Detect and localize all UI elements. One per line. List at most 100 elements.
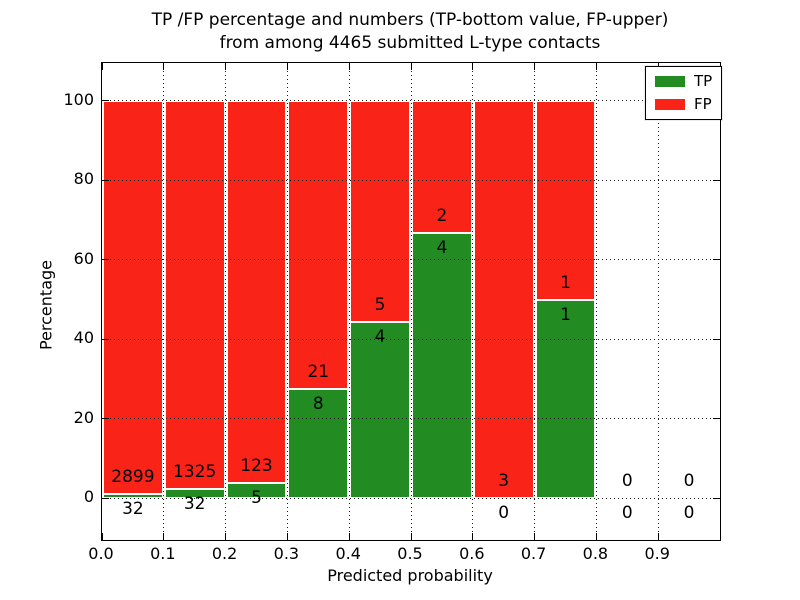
- y-tick-mark: [713, 259, 720, 261]
- x-tick-mark: [534, 63, 536, 70]
- bar-fp-segment: [288, 100, 349, 389]
- legend-label-fp: FP: [694, 95, 712, 113]
- chart-title: TP /FP percentage and numbers (TP-bottom…: [151, 10, 669, 30]
- x-tick-mark: [286, 533, 288, 540]
- annotation-tp-count: 5: [251, 487, 262, 508]
- x-tick-label: 0.9: [644, 544, 670, 563]
- x-tick-mark: [225, 63, 227, 70]
- annotation-tp-count: 1: [560, 304, 571, 325]
- y-tick-label: 60: [73, 248, 94, 268]
- x-tick-mark: [472, 533, 474, 540]
- annotation-fp-count: 2: [436, 206, 448, 227]
- chart-subtitle: from among 4465 submitted L-type contact…: [219, 33, 601, 53]
- bar-tp-segment: [164, 488, 225, 499]
- x-tick-mark: [348, 533, 350, 540]
- bar-tp-segment: [412, 233, 472, 499]
- x-gridline: [472, 63, 474, 540]
- x-tick-mark: [163, 533, 165, 540]
- annotation-fp-count: 1325: [173, 461, 217, 482]
- x-gridline: [348, 63, 350, 540]
- annotation-fp-count: 5: [374, 294, 386, 315]
- annotation-tp-count: 32: [183, 493, 206, 514]
- x-tick-label: 0.4: [335, 544, 361, 563]
- annotation-tp-count: 0: [621, 503, 633, 524]
- bar-tp-segment: [535, 299, 596, 499]
- legend-entry-tp: TP: [655, 74, 712, 89]
- x-tick-label: 0.0: [88, 544, 114, 563]
- legend-label-tp: TP: [694, 72, 713, 90]
- x-tick-mark: [472, 63, 474, 70]
- bar-fp-segment: [473, 100, 534, 499]
- plot-area: 2899 32 1325 32 123 5 21 8 5 4 2 4 3 0 1 1 0 0 0 0: [101, 62, 721, 541]
- x-tick-label: 0.5: [397, 544, 423, 563]
- bar-fp-segment: [350, 100, 410, 322]
- bar-fp-segment: [164, 100, 225, 489]
- y-tick-mark: [102, 179, 109, 181]
- x-tick-mark: [225, 533, 227, 540]
- x-tick-mark: [534, 533, 536, 540]
- y-tick-label: 20: [73, 407, 94, 427]
- annotation-fp-count: 3: [498, 471, 510, 492]
- annotation-tp-count: 4: [436, 238, 448, 259]
- x-tick-mark: [595, 63, 597, 70]
- x-gridline: [657, 63, 659, 540]
- y-tick-mark: [713, 338, 720, 340]
- annotation-tp-count: 0: [683, 503, 695, 524]
- y-tick-label: 100: [63, 89, 94, 109]
- annotation-tp-count: 4: [374, 326, 386, 347]
- x-tick-mark: [410, 533, 412, 540]
- y-tick-label: 40: [73, 328, 94, 348]
- annotation-tp-count: 0: [498, 503, 510, 524]
- bar-fp-segment: [412, 100, 472, 234]
- annotation-fp-count: 123: [240, 455, 273, 476]
- x-tick-label: 0.8: [582, 544, 609, 563]
- annotation-fp-count: 1: [560, 272, 571, 293]
- bar-tp-segment: [350, 321, 410, 499]
- x-gridline: [534, 63, 536, 540]
- legend-swatch-fp: [655, 99, 685, 110]
- y-tick-label: 0: [83, 487, 94, 507]
- x-tick-label: 0.2: [211, 544, 238, 563]
- x-gridline: [163, 63, 165, 540]
- y-tick-mark: [713, 418, 720, 420]
- x-tick-label: 0.6: [459, 544, 485, 563]
- bar-tp-segment: [288, 388, 349, 499]
- y-tick-mark: [713, 497, 720, 499]
- legend-box: TP FP: [645, 66, 723, 120]
- y-tick-label: 80: [73, 169, 94, 189]
- x-tick-label: 0.3: [273, 544, 300, 563]
- annotation-tp-count: 8: [312, 393, 324, 414]
- bar-fp-segment: [103, 100, 163, 494]
- x-tick-mark: [163, 63, 165, 70]
- annotation-fp-count: 0: [683, 471, 695, 492]
- x-gridline: [286, 63, 288, 540]
- x-tick-mark: [101, 533, 103, 540]
- annotation-fp-count: 21: [307, 361, 330, 382]
- y-tick-mark: [713, 179, 720, 181]
- y-tick-mark: [102, 418, 109, 420]
- legend-entry-fp: FP: [655, 97, 712, 112]
- x-axis-label: Predicted probability: [327, 566, 493, 585]
- y-axis-label: Percentage: [36, 259, 56, 351]
- bar-fp-segment: [535, 100, 596, 300]
- bar-tp-segment: [103, 493, 163, 499]
- y-tick-mark: [102, 338, 109, 340]
- x-tick-mark: [286, 63, 288, 70]
- x-gridline: [595, 63, 597, 540]
- x-tick-mark: [101, 63, 103, 70]
- y-tick-mark: [102, 259, 109, 261]
- x-gridline: [225, 63, 227, 540]
- x-tick-label: 0.1: [150, 544, 176, 563]
- x-tick-mark: [595, 533, 597, 540]
- y-tick-mark: [102, 497, 109, 499]
- annotation-fp-count: 0: [621, 471, 633, 492]
- y-tick-mark: [102, 100, 109, 102]
- bar-fp-segment: [226, 100, 287, 483]
- x-gridline: [410, 63, 412, 540]
- annotation-tp-count: 32: [122, 498, 144, 519]
- x-tick-mark: [348, 63, 350, 70]
- x-tick-mark: [657, 533, 659, 540]
- legend-swatch-tp: [655, 76, 685, 87]
- annotation-fp-count: 2899: [111, 466, 155, 487]
